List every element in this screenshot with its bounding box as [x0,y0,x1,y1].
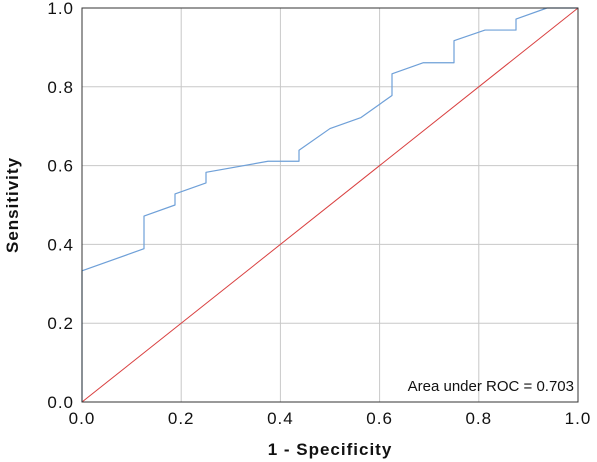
x-axis-label: 1 - Specificity [268,440,393,459]
x-tick-label-3: 0.6 [366,409,393,428]
x-tick-label-2: 0.4 [267,409,294,428]
x-tick-labels: 0.0 0.2 0.4 0.6 0.8 1.0 [69,409,592,428]
roc-curve-line [81,7,578,402]
y-tick-label-4: 0.8 [47,78,74,97]
reference-line-layer [81,7,579,403]
auc-annotation: Area under ROC = 0.703 [408,378,574,395]
roc-curve-layer [81,7,578,402]
y-tick-labels: 0.0 0.2 0.4 0.6 0.8 1.0 [47,0,74,412]
plot-frame [81,7,579,403]
x-tick-label-4: 0.8 [465,409,492,428]
reference-diagonal-line [81,7,579,403]
y-tick-label-1: 0.2 [47,314,74,333]
y-axis-label: Sensitivity [3,157,22,253]
x-tick-label-1: 0.2 [168,409,195,428]
plot-border [81,7,579,403]
y-tick-label-2: 0.4 [47,235,74,254]
y-tick-label-0: 0.0 [47,393,74,412]
x-tick-label-0: 0.0 [69,409,96,428]
y-tick-label-3: 0.6 [47,157,74,176]
x-tick-label-5: 1.0 [565,409,592,428]
y-tick-label-5: 1.0 [47,0,74,18]
